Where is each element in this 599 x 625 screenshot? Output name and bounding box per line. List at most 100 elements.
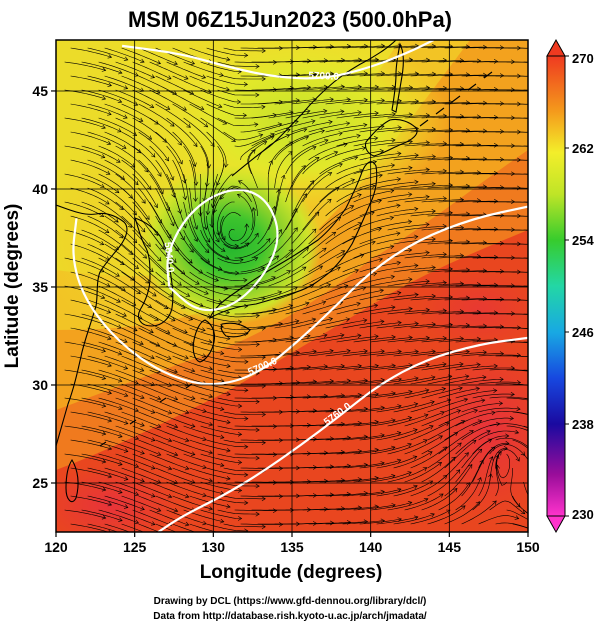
- streamline: [274, 175, 285, 217]
- streamline-arrowhead: [475, 386, 480, 392]
- streamline-arrowhead: [261, 496, 266, 502]
- streamline: [325, 464, 368, 469]
- streamline-arrowhead: [357, 505, 363, 511]
- streamline: [183, 61, 224, 76]
- streamline: [404, 493, 444, 511]
- streamline: [444, 214, 487, 217]
- streamline: [325, 124, 367, 133]
- streamline: [240, 291, 282, 301]
- streamline-arrowhead: [123, 365, 129, 370]
- streamline-arrowhead: [329, 348, 334, 354]
- streamline-arrowhead: [499, 213, 505, 218]
- streamline: [81, 397, 123, 410]
- streamline: [217, 61, 260, 67]
- streamline: [132, 145, 162, 177]
- streamline: [70, 327, 112, 340]
- streamline: [223, 47, 266, 52]
- colorbar-body: [546, 55, 566, 517]
- streamline-arrowhead: [150, 493, 156, 498]
- streamline-arrowhead: [414, 71, 420, 77]
- streamline: [70, 215, 110, 233]
- streamline-arrowhead: [184, 437, 190, 443]
- streamline: [104, 327, 144, 345]
- streamline: [336, 449, 379, 455]
- streamline-arrowhead: [451, 456, 456, 462]
- streamline-arrowhead: [193, 225, 199, 230]
- colorbar-tick-label: 246: [572, 325, 594, 340]
- streamline-arrowhead: [190, 368, 196, 373]
- streamline-arrowhead: [177, 140, 182, 146]
- streamline-arrowhead: [288, 304, 294, 309]
- streamline-arrowhead: [423, 413, 429, 418]
- streamline-arrowhead: [425, 222, 430, 227]
- streamline-arrowhead: [329, 71, 335, 77]
- streamline-arrowhead: [362, 318, 368, 323]
- streamline: [410, 73, 453, 77]
- streamline-arrowhead: [220, 462, 225, 468]
- y-tick-label: 45: [32, 83, 48, 99]
- streamline-arrowhead: [431, 43, 437, 49]
- streamline: [189, 523, 218, 532]
- streamline-arrowhead: [99, 241, 105, 246]
- streamline: [200, 313, 242, 323]
- streamline: [251, 337, 294, 343]
- streamline: [302, 508, 345, 511]
- streamline-arrowhead: [440, 411, 445, 416]
- streamline: [353, 164, 395, 175]
- streamline-arrowhead: [278, 321, 283, 327]
- streamline-arrowhead: [302, 127, 308, 133]
- streamline: [121, 495, 161, 512]
- streamline-arrowhead: [425, 307, 430, 313]
- streamline: [325, 492, 368, 497]
- streamline: [359, 292, 401, 301]
- streamline-arrowhead: [534, 384, 538, 388]
- streamline-arrowhead: [237, 516, 243, 521]
- streamline: [302, 451, 345, 455]
- streamline: [387, 414, 429, 427]
- streamline: [461, 326, 504, 329]
- streamline: [121, 383, 161, 400]
- streamline: [212, 173, 235, 208]
- streamline-arrowhead: [261, 48, 266, 54]
- streamline: [166, 425, 207, 441]
- streamline-arrowhead: [534, 74, 538, 78]
- streamline: [455, 430, 491, 455]
- streamline: [478, 381, 521, 385]
- streamline-arrowhead: [456, 469, 461, 474]
- streamline: [359, 232, 401, 245]
- streamline-arrowhead: [499, 129, 505, 134]
- streamline-arrowhead: [172, 342, 178, 347]
- streamline: [149, 509, 189, 526]
- streamline-arrowhead: [117, 324, 122, 329]
- streamline: [336, 161, 377, 175]
- streamline-arrowhead: [141, 199, 146, 204]
- streamline: [336, 365, 379, 371]
- streamline: [353, 139, 396, 147]
- streamline-arrowhead: [225, 309, 230, 315]
- streamline-arrowhead: [174, 247, 179, 252]
- streamline-arrowhead: [255, 313, 260, 319]
- streamline-arrowhead: [431, 99, 437, 105]
- streamline-arrowhead: [237, 460, 243, 465]
- y-tick-label: 35: [32, 279, 48, 295]
- streamline-arrowhead: [476, 58, 482, 64]
- streamline-arrowhead: [182, 106, 187, 111]
- streamline-arrowhead: [442, 196, 447, 201]
- streamline-arrowhead: [499, 241, 505, 246]
- y-axis-label: Latitude (degrees): [2, 204, 23, 369]
- streamline: [149, 145, 174, 181]
- streamline: [291, 318, 333, 329]
- streamline-arrowhead: [568, 47, 572, 51]
- streamline-arrowhead: [153, 203, 158, 209]
- streamline-arrowhead: [306, 364, 311, 370]
- streamline-arrowhead: [565, 535, 569, 539]
- streamline: [410, 324, 453, 329]
- streamline: [376, 181, 419, 189]
- streamline-arrowhead: [457, 442, 462, 447]
- streamline: [104, 159, 139, 186]
- streamline: [247, 141, 267, 175]
- streamline: [291, 157, 320, 189]
- streamline: [87, 411, 128, 424]
- streamline-arrowhead: [425, 140, 430, 146]
